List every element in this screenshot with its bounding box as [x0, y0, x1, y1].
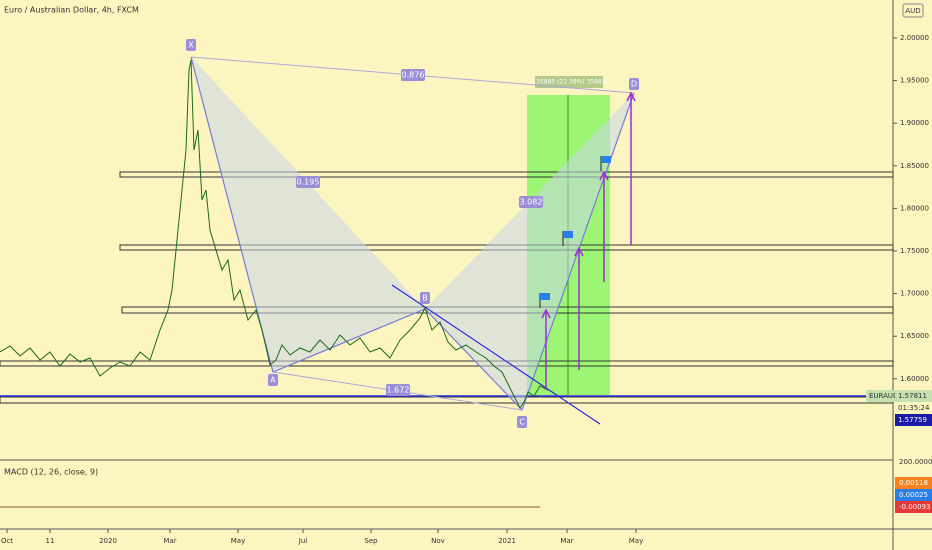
time-label: Nov	[431, 537, 445, 545]
range-label: 0.35885 (22.38%) 3588.5	[530, 79, 607, 86]
price-label: 1.85000	[900, 162, 929, 170]
level	[0, 360, 894, 367]
point-label: C	[519, 418, 525, 427]
price-path	[0, 59, 549, 409]
countdown: 01:35:24	[898, 404, 930, 412]
pattern-triangle	[425, 93, 634, 410]
time-label: May	[629, 537, 643, 545]
symbol-tag: EURAUD	[869, 392, 898, 400]
ratio-label: 3.082	[520, 198, 543, 207]
price-label: 1.65000	[900, 332, 929, 340]
flags	[539, 156, 611, 308]
chart-title: Euro / Australian Dollar, 4h, FXCM	[4, 6, 139, 15]
time-label: May	[231, 537, 245, 545]
price-label: 1.95000	[900, 77, 929, 85]
time-label: Oct	[1, 537, 13, 545]
time-label: 2020	[99, 537, 117, 545]
macd-value: 0.00025	[899, 491, 928, 499]
ratio-label: 1.672	[387, 386, 410, 395]
price-label: 1.90000	[900, 119, 929, 127]
time-label: Mar	[163, 537, 176, 545]
macd-label: MACD (12, 26, close, 9)	[4, 468, 98, 477]
macd-value: 0.00118	[899, 479, 928, 487]
time-label: 11	[46, 537, 55, 545]
price-label: 1.75000	[900, 247, 929, 255]
currency: AUD	[905, 7, 920, 15]
trendline	[391, 284, 601, 425]
last-price: 1.57811	[898, 392, 927, 400]
time-label: Jul	[298, 537, 308, 545]
range-label-box	[535, 76, 603, 88]
macd-axis: 200.00000	[899, 458, 932, 466]
price-label: 1.60000	[900, 375, 929, 383]
time-label: 2021	[498, 537, 516, 545]
time-label: Mar	[560, 537, 573, 545]
target-arrows	[541, 91, 636, 390]
time-axis: Oct 11 2020 Mar May Jul Sep Nov 2021 Mar May	[1, 529, 643, 545]
price-axis: 2.00000 1.95000 1.90000 1.85000 1.80000 1.750…	[893, 34, 929, 383]
bid-price: 1.57759	[898, 416, 927, 424]
point-label: A	[270, 376, 276, 385]
ratio-label: 0.876	[402, 71, 425, 80]
price-label: 1.70000	[900, 290, 929, 298]
pattern-triangle	[191, 57, 425, 372]
price-label: 2.00000	[900, 34, 929, 42]
macd-value: -0.00093	[899, 503, 930, 511]
point-label: B	[422, 294, 428, 303]
time-label: Sep	[364, 537, 378, 545]
point-label: X	[188, 41, 194, 50]
level	[119, 171, 894, 178]
ratio-label: 0.195	[297, 178, 320, 187]
price-label: 1.80000	[900, 204, 929, 212]
point-label: D	[631, 80, 637, 89]
